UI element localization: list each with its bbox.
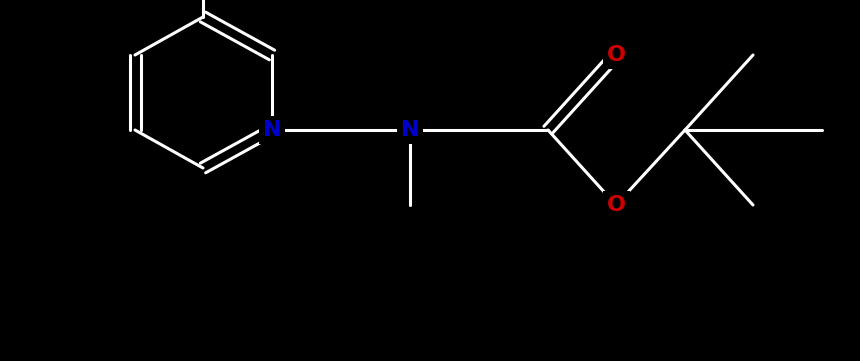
Text: O: O	[606, 195, 625, 215]
Text: N: N	[263, 120, 281, 140]
Text: N: N	[401, 120, 420, 140]
Text: O: O	[606, 45, 625, 65]
